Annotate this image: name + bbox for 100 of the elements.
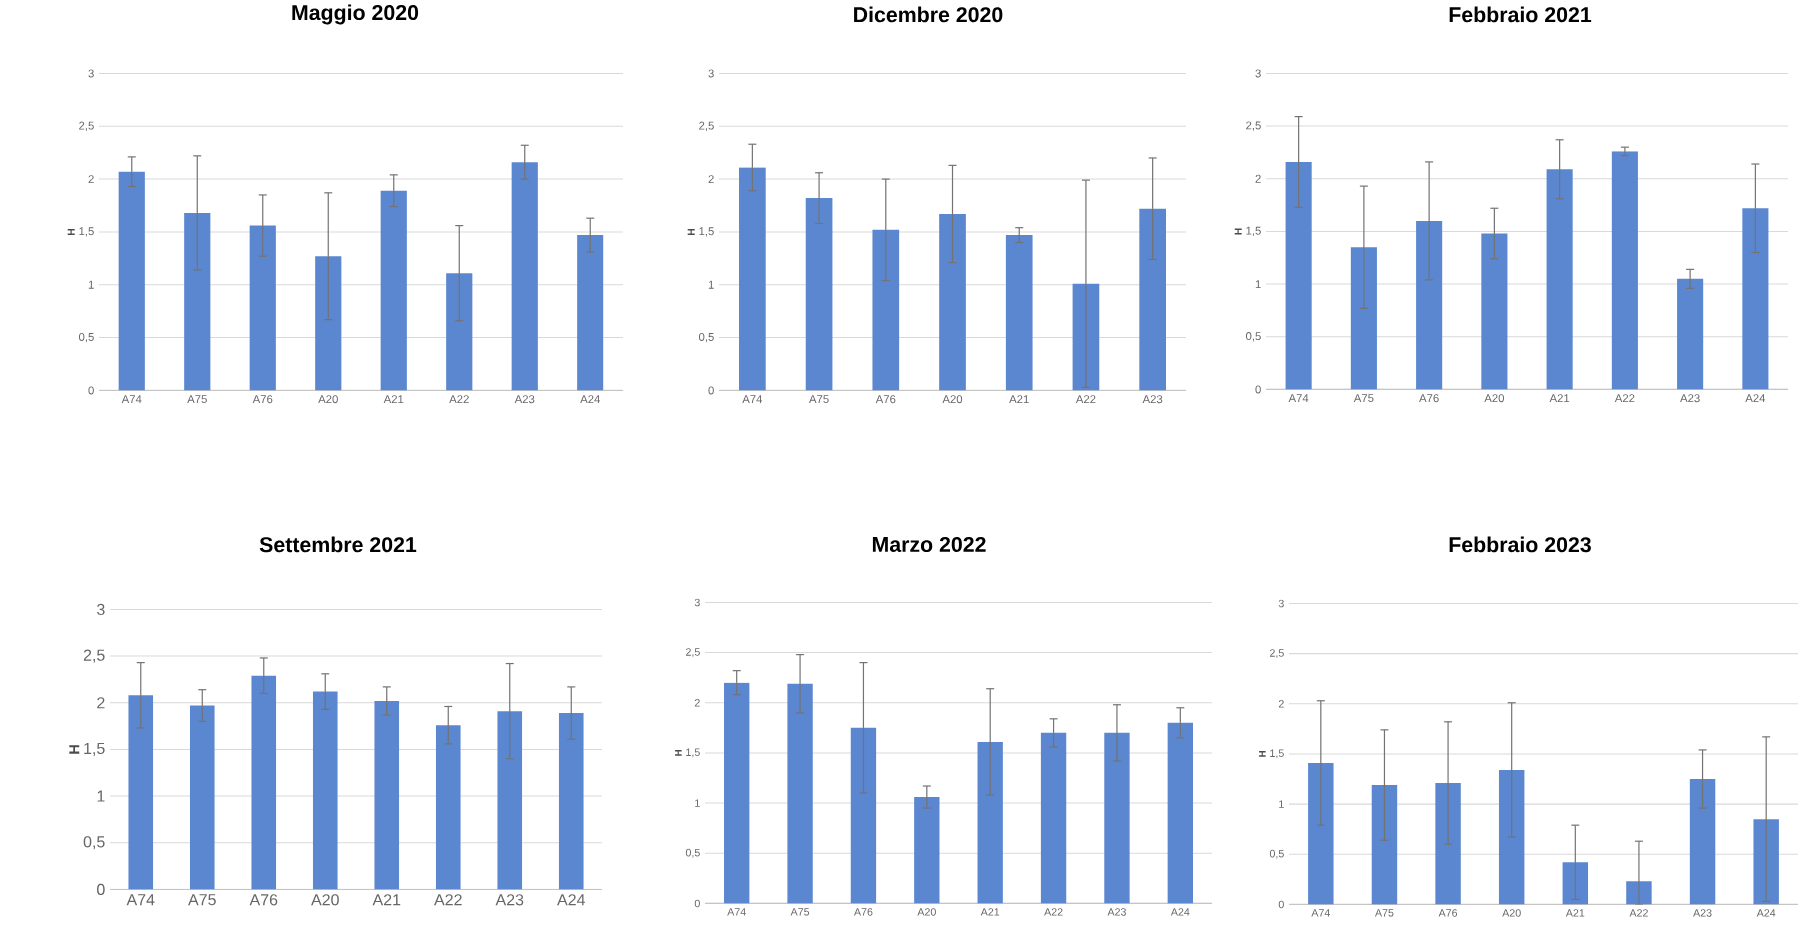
x-tick-label: A22 [1044,907,1063,916]
y-tick-label: 0 [1255,385,1261,394]
bar [118,171,145,391]
y-axis-title: H [1234,228,1242,235]
y-tick-label: 3 [97,603,105,615]
bar [1416,220,1443,390]
bar [435,724,461,890]
x-tick-label: A75 [809,394,829,403]
bar [374,700,400,890]
y-tick-label: 1 [708,280,714,289]
y-tick-label: 1,5 [686,748,700,758]
y-tick-label: 3 [88,69,94,78]
y-tick-label: 1 [695,799,700,807]
y-tick-label: 1,5 [1246,226,1261,236]
bar [184,212,211,391]
chart-title: Febbraio 2021 [1449,6,1592,23]
bar [1435,782,1461,905]
bar [739,167,766,391]
x-tick-label: A20 [311,893,339,906]
y-tick-label: 2 [708,174,714,183]
bar [128,695,154,890]
x-tick-label: A74 [742,394,763,403]
x-tick-label: A22 [1075,394,1096,403]
bar [1308,762,1334,905]
bar [1546,169,1573,390]
y-tick-label: 1,5 [84,742,105,756]
x-tick-label: A24 [1170,907,1190,916]
y-tick-label: 0 [1278,900,1284,908]
y-tick-label: 2,5 [79,121,94,131]
chart-title: Febbraio 2023 [1449,536,1591,553]
y-axis-title: H [1259,750,1266,757]
bar [1104,732,1130,904]
y-tick-label: 2,5 [83,649,105,663]
y-tick-label: 3 [1278,599,1284,607]
y-tick-label: 0,5 [685,848,700,858]
bar [446,272,473,391]
chart-title: Settembre 2021 [259,536,417,553]
x-tick-label: A76 [249,893,278,906]
x-tick-label: A21 [1549,393,1570,402]
x-tick-label: A76 [853,907,873,916]
y-tick-label: 1 [1279,800,1284,808]
x-tick-label: A20 [1484,393,1505,402]
y-tick-label: 2,5 [1270,648,1284,658]
x-tick-label: A24 [580,394,601,403]
x-tick-label: A75 [1374,908,1394,917]
bar [787,683,813,904]
bar [497,710,523,890]
bar [850,727,877,904]
x-tick-label: A74 [1288,393,1309,402]
x-tick-label: A75 [188,893,216,906]
bar [1285,161,1312,390]
x-tick-label: A21 [372,893,401,906]
bar [724,682,750,904]
bar [1742,208,1769,390]
x-tick-label: A21 [1565,908,1585,917]
bar [1139,208,1166,391]
bar [1689,778,1716,905]
y-tick-label: 0 [88,386,94,395]
y-tick-label: 0 [97,883,105,895]
x-tick-label: A23 [1693,908,1712,917]
y-tick-label: 1 [88,280,94,289]
bar [939,213,966,391]
x-tick-label: A23 [1142,394,1163,403]
y-tick-label: 1,5 [1270,749,1284,759]
y-axis-title: H [67,228,75,235]
x-tick-label: A22 [1614,393,1635,402]
y-tick-label: 1,5 [79,227,94,237]
bar [315,256,342,391]
x-tick-label: A20 [1502,908,1521,917]
x-tick-label: A22 [434,893,462,906]
bar [312,691,338,890]
y-tick-label: 2,5 [1246,121,1261,131]
y-tick-label: 0 [694,899,700,907]
y-tick-label: 1 [97,790,105,802]
bar [380,190,407,391]
x-tick-label: A24 [1756,908,1776,917]
y-tick-label: 3 [1255,69,1261,78]
x-tick-label: A20 [942,394,963,403]
y-tick-label: 2 [88,174,94,183]
bar [249,225,276,391]
y-tick-label: 3 [708,69,714,78]
y-tick-label: 3 [694,598,700,606]
bar [251,675,277,890]
x-tick-label: A23 [1107,907,1126,916]
x-tick-label: A21 [980,907,1000,916]
bar [1677,278,1704,390]
bar [1005,234,1033,391]
x-tick-label: A23 [514,394,535,403]
bar [1481,233,1508,390]
y-tick-label: 0 [708,386,714,395]
x-tick-label: A76 [1438,908,1458,917]
bar [1040,732,1067,904]
y-tick-label: 2 [97,696,105,709]
x-tick-label: A21 [383,394,404,403]
x-tick-label: A21 [1009,394,1029,403]
bar [1371,784,1398,905]
x-tick-label: A24 [557,893,586,906]
bar [977,741,1003,904]
y-tick-label: 0,5 [698,332,714,343]
y-tick-label: 2 [1255,174,1261,183]
